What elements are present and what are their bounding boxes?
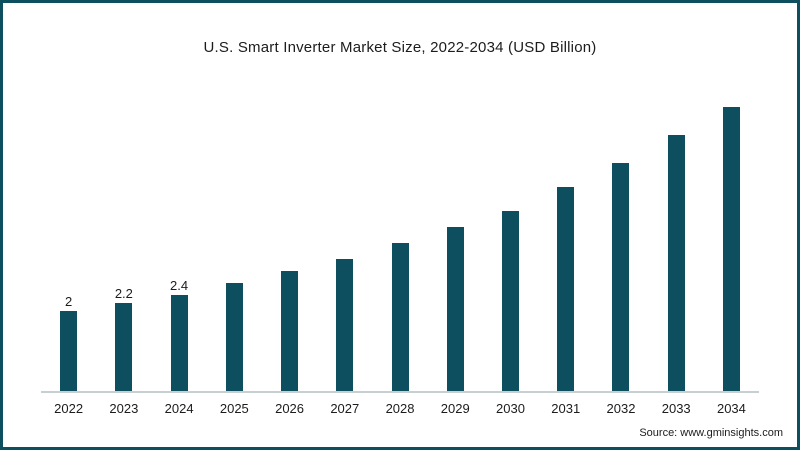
bar-column: 2.2 xyxy=(96,91,151,391)
x-axis-tick-label: 2023 xyxy=(109,401,139,416)
bar xyxy=(115,303,133,391)
bar-column: 2.4 xyxy=(151,91,206,391)
x-axis-tick-label: 2025 xyxy=(219,401,249,416)
bar-column xyxy=(593,91,648,391)
bar xyxy=(281,271,299,391)
bar xyxy=(667,135,685,391)
bar xyxy=(612,163,630,391)
bar xyxy=(336,259,354,391)
bar-value-label: 2.4 xyxy=(170,278,189,293)
bar xyxy=(722,107,740,391)
x-axis-tick-label: 2034 xyxy=(716,401,746,416)
plot-area: 2 2.2 2.4 xyxy=(41,91,759,393)
x-axis-tick-label: 2031 xyxy=(551,401,581,416)
bar-column xyxy=(428,91,483,391)
bar-column xyxy=(649,91,704,391)
bar xyxy=(170,295,188,391)
bar xyxy=(557,187,575,391)
bar xyxy=(446,227,464,391)
chart-title: U.S. Smart Inverter Market Size, 2022-20… xyxy=(203,39,597,56)
bar-column xyxy=(317,91,372,391)
x-axis-labels: 2022 2023 2024 2025 2026 2027 2028 2029 2030 2031… xyxy=(41,401,759,416)
bar-column xyxy=(483,91,538,391)
bar-column: 2 xyxy=(41,91,96,391)
bar-column xyxy=(262,91,317,391)
x-axis-tick-label: 2032 xyxy=(606,401,636,416)
x-axis-tick-label: 2026 xyxy=(275,401,305,416)
bar-value-label: 2 xyxy=(65,294,73,309)
x-axis-tick-label: 2028 xyxy=(385,401,415,416)
bar-column xyxy=(372,91,427,391)
bar xyxy=(225,283,243,391)
bar-column xyxy=(704,91,759,391)
bar xyxy=(391,243,409,391)
bar xyxy=(60,311,78,391)
x-axis-tick-label: 2033 xyxy=(661,401,691,416)
x-axis-tick-label: 2030 xyxy=(496,401,525,416)
bar-column xyxy=(207,91,262,391)
bar xyxy=(501,211,519,391)
bar-value-label: 2.2 xyxy=(114,286,133,301)
x-axis-tick-label: 2024 xyxy=(164,401,194,416)
x-axis-tick-label: 2022 xyxy=(54,401,84,416)
bar-column xyxy=(538,91,593,391)
x-axis-tick-label: 2029 xyxy=(440,401,470,416)
source-text: Source: www.gminsights.com xyxy=(639,427,783,439)
x-axis-tick-label: 2027 xyxy=(330,401,360,416)
